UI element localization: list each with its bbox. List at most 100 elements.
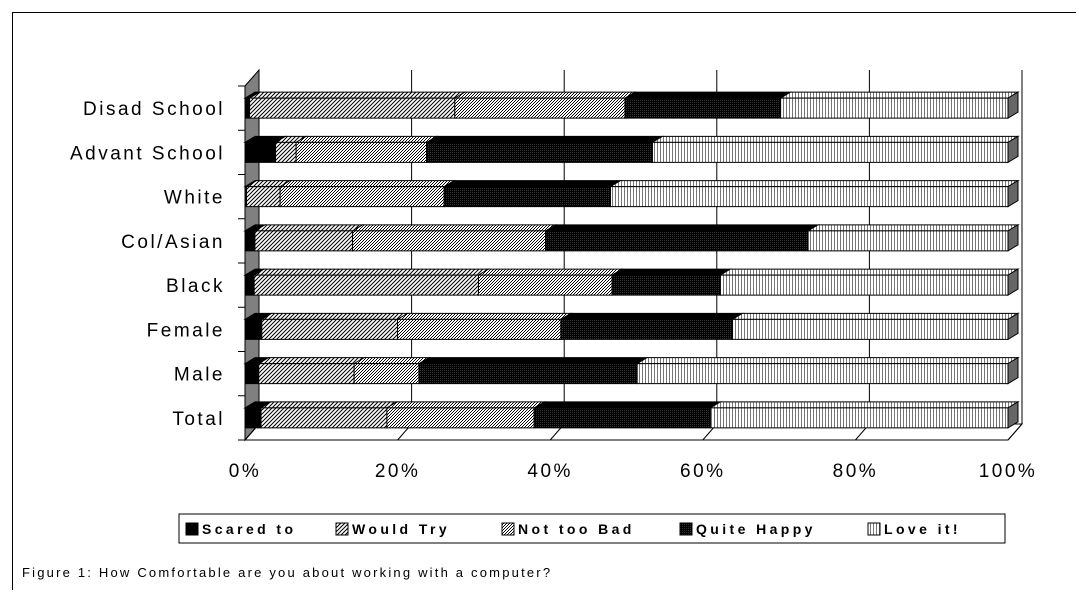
category-label-black: Black	[166, 276, 225, 297]
figure-caption: Figure 1: How Comfortable are you about …	[22, 565, 553, 580]
bar-top-black-love-it	[718, 268, 1020, 276]
bar-segment-female-love-it	[732, 318, 1009, 340]
bar-top-male-would-try	[256, 357, 366, 365]
bar-segment-female-would-try	[261, 318, 399, 340]
x-tick-label-0: 0%	[229, 461, 261, 482]
bar-end-black	[1007, 268, 1019, 297]
bar-top-black-not-too-bad	[476, 268, 624, 276]
bar-top-col-asian-quite-happy	[543, 224, 820, 232]
category-label-disad-school: Disad School	[83, 99, 225, 120]
bar-segment-disad-school-scared-to	[244, 97, 251, 119]
legend-label-scared-to: Scared to	[202, 521, 296, 537]
bar-segment-male-love-it	[636, 363, 1009, 385]
bar-segment-female-quite-happy	[560, 318, 734, 340]
legend-swatch-quite-happy	[679, 522, 693, 536]
bar-segment-white-not-too-bad	[279, 186, 445, 208]
bar-segment-male-not-too-bad	[353, 363, 420, 385]
bar-top-total-not-too-bad	[385, 401, 546, 409]
bar-segment-total-love-it	[709, 407, 1009, 429]
bar-segment-advant-school-quite-happy	[426, 141, 653, 163]
legend-swatch-not-too-bad	[501, 522, 515, 536]
bar-segment-disad-school-quite-happy	[624, 97, 782, 119]
bar-top-male-not-too-bad	[352, 357, 431, 365]
bar-segment-male-quite-happy	[418, 363, 638, 385]
category-label-male: Male	[174, 365, 225, 386]
bar-top-col-asian-love-it	[806, 224, 1020, 232]
bar-segment-total-scared-to	[244, 407, 262, 429]
chart-frame	[12, 12, 1076, 590]
bar-segment-female-not-too-bad	[397, 318, 562, 340]
bar-top-col-asian-not-too-bad	[350, 224, 558, 232]
category-label-advant-school: Advant School	[70, 143, 225, 164]
bar-end-col-asian	[1007, 223, 1019, 252]
legend-swatch-scared-to	[185, 522, 199, 536]
bar-segment-col-asian-scared-to	[244, 230, 256, 252]
bar-end-advant-school	[1007, 135, 1019, 164]
bar-top-female-would-try	[259, 312, 410, 320]
bar-segment-female-scared-to	[244, 318, 263, 340]
bar-top-total-quite-happy	[532, 401, 723, 409]
bar-top-black-would-try	[252, 268, 491, 276]
bar-segment-col-asian-quite-happy	[545, 230, 809, 252]
bar-end-male	[1007, 356, 1019, 385]
bar-segment-white-quite-happy	[443, 186, 611, 208]
bar-top-black-quite-happy	[610, 268, 733, 276]
legend-swatch-love-it	[867, 522, 881, 536]
bar-segment-advant-school-love-it	[651, 141, 1009, 163]
bar-segment-col-asian-would-try	[254, 230, 354, 252]
x-tick-label-80: 80%	[833, 461, 879, 482]
bar-top-female-love-it	[730, 312, 1020, 320]
bar-segment-disad-school-love-it	[780, 97, 1009, 119]
floor-gridline-100	[1007, 423, 1023, 441]
bar-segment-black-love-it	[719, 274, 1009, 296]
bar-end-disad-school	[1007, 91, 1019, 120]
category-label-col-asian: Col/Asian	[121, 232, 225, 253]
legend-label-love-it: Love it!	[884, 521, 961, 537]
bar-top-male-love-it	[635, 357, 1020, 365]
bar-top-white-quite-happy	[442, 180, 623, 188]
bar-segment-total-not-too-bad	[386, 407, 535, 429]
bar-segment-male-would-try	[258, 363, 355, 385]
bar-segment-advant-school-not-too-bad	[295, 141, 428, 163]
bar-top-total-would-try	[259, 401, 399, 409]
bar-top-male-quite-happy	[417, 357, 649, 365]
bar-top-female-not-too-bad	[395, 312, 573, 320]
bar-segment-black-would-try	[253, 274, 479, 296]
bar-segment-col-asian-not-too-bad	[352, 230, 547, 252]
bar-segment-total-would-try	[260, 407, 388, 429]
bar-top-disad-school-would-try	[247, 91, 467, 99]
bar-top-disad-school-love-it	[778, 91, 1020, 99]
category-label-female: Female	[147, 320, 225, 341]
bar-top-white-not-too-bad	[278, 180, 456, 188]
bar-top-advant-school-quite-happy	[424, 135, 665, 143]
category-label-white: White	[164, 188, 225, 209]
bar-top-col-asian-would-try	[253, 224, 365, 232]
x-tick-label-20: 20%	[375, 461, 421, 482]
legend-box	[178, 513, 1006, 544]
x-tick-label-40: 40%	[527, 461, 573, 482]
x-tick-label-60: 60%	[680, 461, 726, 482]
bar-segment-disad-school-not-too-bad	[454, 97, 626, 119]
bar-end-white	[1007, 179, 1019, 208]
bar-segment-advant-school-scared-to	[244, 141, 277, 163]
bar-top-disad-school-not-too-bad	[453, 91, 637, 99]
bar-top-total-love-it	[708, 401, 1020, 409]
bar-segment-total-quite-happy	[533, 407, 711, 429]
legend-label-quite-happy: Quite Happy	[696, 521, 816, 537]
plot-left-wall	[244, 68, 260, 442]
x-tick-label-100: 100%	[979, 461, 1038, 482]
category-label-total: Total	[172, 409, 225, 430]
bar-segment-male-scared-to	[244, 363, 260, 385]
bar-segment-col-asian-love-it	[807, 230, 1009, 252]
bar-segment-black-quite-happy	[611, 274, 721, 296]
bar-top-female-quite-happy	[559, 312, 745, 320]
bar-top-disad-school-quite-happy	[623, 91, 793, 99]
bar-segment-black-scared-to	[244, 274, 255, 296]
bar-segment-advant-school-would-try	[275, 141, 297, 163]
bar-end-female	[1007, 312, 1019, 341]
legend-label-would-try: Would Try	[352, 521, 450, 537]
bar-segment-disad-school-would-try	[249, 97, 456, 119]
bar-top-advant-school-love-it	[650, 135, 1020, 143]
bar-segment-black-not-too-bad	[477, 274, 613, 296]
